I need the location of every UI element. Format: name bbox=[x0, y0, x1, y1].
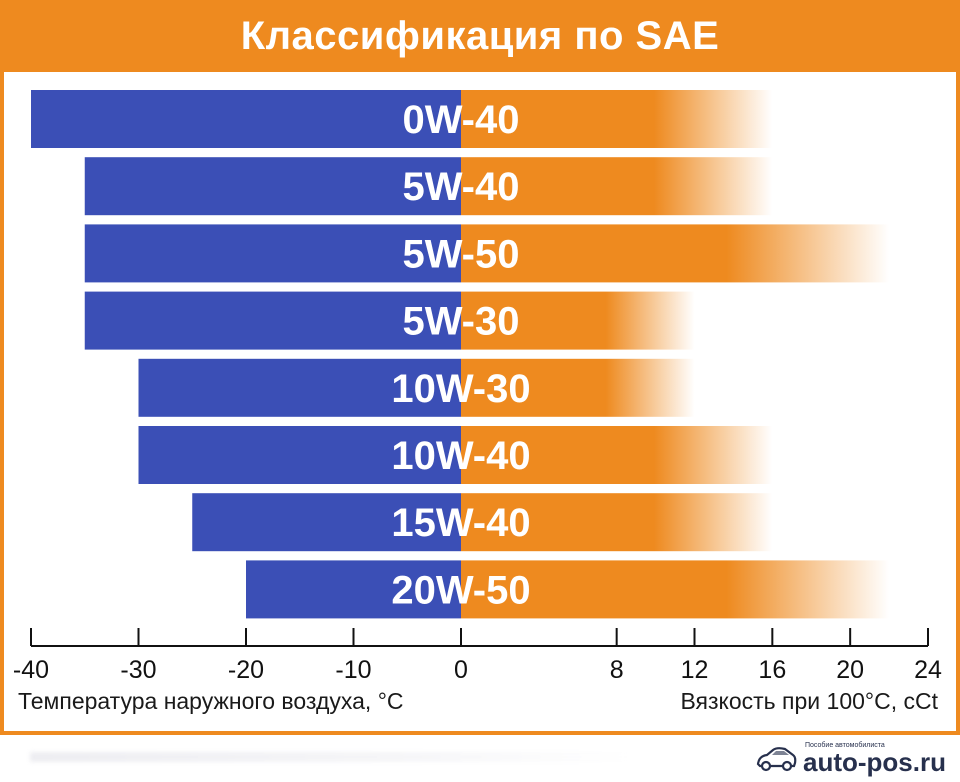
tick-label: 0 bbox=[454, 656, 468, 684]
chart-title: Классификация по SAE bbox=[240, 13, 720, 58]
watermark-tagline: Пособие автомобилиста bbox=[805, 742, 885, 749]
grade-label: 20W-50 bbox=[391, 568, 530, 612]
viscosity-bar bbox=[461, 426, 773, 484]
title-bar: Классификация по SAE bbox=[0, 0, 960, 72]
car-icon bbox=[756, 746, 797, 771]
blurred-caption bbox=[30, 752, 630, 762]
temperature-bar bbox=[84, 224, 461, 283]
grade-label: 10W-30 bbox=[391, 367, 530, 411]
temperature-bar bbox=[84, 291, 461, 350]
tick-label: 16 bbox=[758, 656, 786, 684]
watermark-site: auto-pos.ru bbox=[803, 747, 946, 777]
viscosity-bar bbox=[461, 291, 695, 350]
chart-canvas: 0W-40 5W-40 5W-50 5W-30 10W-30 10W-40 15W-40 20… bbox=[13, 90, 942, 684]
watermark: Пособие автомобилиста auto-pos.ru bbox=[755, 742, 946, 775]
temperature-bar bbox=[192, 493, 461, 552]
temperature-bar bbox=[246, 560, 461, 619]
temperature-bar bbox=[31, 90, 461, 148]
viscosity-bar bbox=[461, 90, 773, 148]
viscosity-bar bbox=[461, 560, 890, 619]
tick-label: -40 bbox=[13, 656, 49, 684]
temperature-bar bbox=[138, 358, 461, 417]
temperature-bar bbox=[138, 426, 461, 484]
grade-label: 5W-40 bbox=[402, 165, 519, 209]
bars-layer bbox=[31, 90, 890, 619]
tick-label: -30 bbox=[120, 656, 156, 684]
tick-label: 12 bbox=[681, 656, 709, 684]
grade-label: 5W-50 bbox=[402, 232, 519, 276]
grade-label: 10W-40 bbox=[391, 434, 530, 478]
right-axis-label: Вязкость при 100°С, cCt bbox=[680, 688, 938, 714]
viscosity-bar bbox=[461, 493, 773, 552]
grade-label: 5W-30 bbox=[402, 300, 519, 344]
grade-label: 0W-40 bbox=[402, 98, 519, 142]
temperature-bar bbox=[84, 157, 461, 216]
tick-label: 8 bbox=[610, 656, 624, 684]
tick-label: -20 bbox=[228, 656, 264, 684]
left-axis-label: Температура наружного воздуха, °С bbox=[18, 688, 404, 714]
bar-labels-layer: 0W-40 5W-40 5W-50 5W-30 10W-30 10W-40 15W-40 20… bbox=[391, 98, 530, 612]
tick-label: -10 bbox=[335, 656, 371, 684]
tick-label: 24 bbox=[914, 656, 942, 684]
tick-label: 20 bbox=[836, 656, 864, 684]
grade-label: 15W-40 bbox=[391, 501, 530, 545]
viscosity-bar bbox=[461, 157, 773, 216]
viscosity-bar bbox=[461, 358, 695, 417]
viscosity-bar bbox=[461, 224, 890, 283]
x-axis: -40 -30 -20 -10 0 8 12 16 20 24 bbox=[13, 628, 942, 684]
